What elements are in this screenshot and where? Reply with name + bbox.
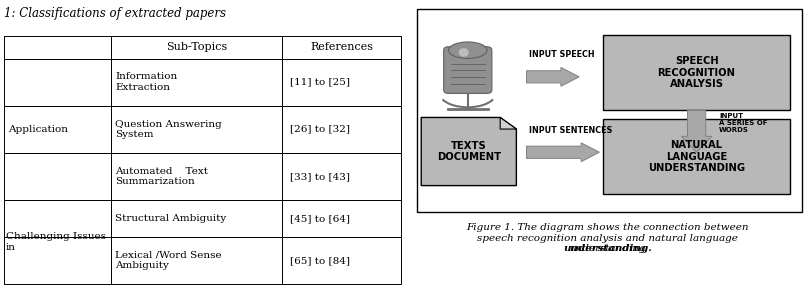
Bar	[282, 59, 401, 106]
Text: 1: Classifications of extracted papers: 1: Classifications of extracted papers	[4, 7, 226, 20]
Bar	[603, 35, 790, 110]
Bar	[417, 9, 802, 212]
Polygon shape	[500, 117, 517, 129]
Bar	[282, 237, 401, 284]
Text: Application: Application	[8, 125, 68, 134]
Text: [26] to [32]: [26] to [32]	[290, 125, 350, 134]
Bar	[111, 59, 282, 106]
Text: [11] to [25]: [11] to [25]	[290, 78, 350, 87]
Text: NATURAL
LANGUAGE
UNDERSTANDING: NATURAL LANGUAGE UNDERSTANDING	[648, 140, 745, 173]
Text: TEXTS
DOCUMENT: TEXTS DOCUMENT	[437, 141, 501, 162]
Text: Automated    Text
Summarization: Automated Text Summarization	[115, 167, 208, 186]
Text: [65] to [84]: [65] to [84]	[290, 256, 350, 265]
FancyArrow shape	[526, 68, 579, 86]
Bar	[4, 237, 111, 284]
Bar	[282, 106, 401, 153]
Text: [45] to [64]: [45] to [64]	[290, 214, 350, 223]
Text: [33] to [43]: [33] to [43]	[290, 172, 350, 181]
Text: Challenging Issues
in: Challenging Issues in	[6, 232, 106, 252]
Bar	[4, 59, 111, 106]
Text: Question Answering
System: Question Answering System	[115, 119, 222, 139]
Bar	[603, 119, 790, 194]
Text: INPUT
A SERIES OF
WORDS: INPUT A SERIES OF WORDS	[719, 113, 767, 133]
FancyArrow shape	[526, 143, 599, 162]
Text: Information
Extraction: Information Extraction	[115, 72, 177, 92]
Text: Lexical /Word Sense
Ambiguity: Lexical /Word Sense Ambiguity	[115, 251, 222, 270]
Bar	[111, 36, 282, 59]
Text: INPUT SPEECH: INPUT SPEECH	[528, 50, 595, 59]
Bar	[282, 36, 401, 59]
Bar	[111, 106, 282, 153]
Bar	[4, 200, 111, 237]
Text: References: References	[310, 42, 373, 52]
Bar	[282, 153, 401, 200]
Bar	[4, 36, 111, 59]
Bar	[111, 200, 282, 237]
Text: SPEECH
RECOGNITION
ANALYSIS: SPEECH RECOGNITION ANALYSIS	[658, 56, 735, 89]
Text: Figure 1. The diagram shows the connection between
speech recognition analysis a: Figure 1. The diagram shows the connecti…	[467, 223, 748, 253]
Ellipse shape	[458, 48, 469, 57]
Bar	[111, 153, 282, 200]
Bar	[4, 106, 111, 153]
Polygon shape	[421, 117, 517, 186]
Bar	[111, 237, 282, 284]
Ellipse shape	[449, 42, 487, 59]
FancyArrow shape	[681, 110, 712, 152]
Text: understanding.: understanding.	[563, 223, 652, 253]
Bar	[4, 153, 111, 200]
Text: Sub-Topics: Sub-Topics	[166, 42, 227, 52]
Text: INPUT SENTENCES: INPUT SENTENCES	[528, 126, 612, 135]
Text: Structural Ambiguity: Structural Ambiguity	[115, 214, 227, 223]
Bar	[282, 200, 401, 237]
FancyBboxPatch shape	[444, 47, 492, 93]
